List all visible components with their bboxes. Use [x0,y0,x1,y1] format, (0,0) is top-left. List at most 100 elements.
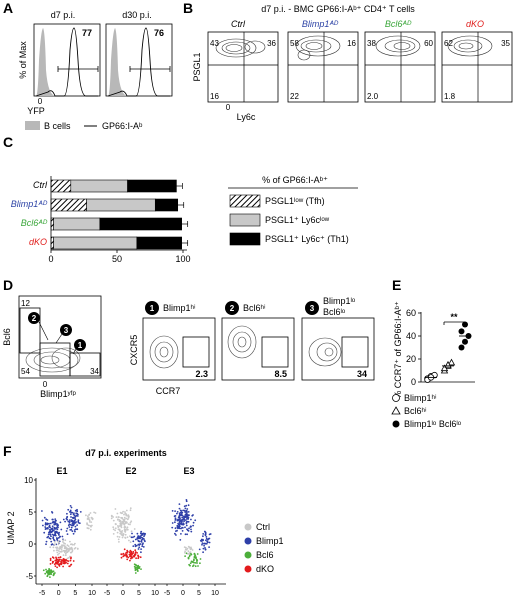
umap-point [49,546,52,549]
panel-b-blimp1-tr: 16 [347,39,356,48]
umap-point [131,552,134,555]
umap-point [183,509,186,512]
umap-point [110,517,113,520]
umap-e1-title: E1 [56,466,67,476]
umap-point [139,532,142,535]
bar-Bcl6AD-1 [53,217,101,231]
gate-marker-1: 1 [74,339,86,351]
umap-point [71,520,74,522]
umap-point [69,529,72,531]
umap-point [189,548,192,551]
panel-b-bcl6-tl: 38 [367,39,376,48]
umap-point [64,550,67,552]
panel-b-plot2-title: Blimp1ᴬᴰ [302,19,339,29]
umap-point [58,550,60,552]
umap-point [120,530,123,533]
bar-Blimp1AD-1 [86,198,156,212]
umap-ytick-0: 0 [29,540,34,549]
panel-e: % CCR7⁺ of GP66:I-Aᵇ⁺ 0 20 40 60 ** Blim… [391,301,475,429]
umap-point [72,532,75,535]
umap-point [187,504,190,507]
umap-point [140,530,143,533]
umap-point [134,552,137,554]
panel-d-ylabel: Bcl6 [2,328,12,346]
umap-point [69,559,72,562]
panel-b-label: B [183,0,193,16]
umap-point [185,521,188,523]
umap-point [41,519,44,522]
legend-bcells-swatch [25,121,40,130]
umap-point [187,517,190,520]
legend-blimp1-dot [244,537,252,545]
umap-point [51,518,54,521]
umap-point [178,515,181,518]
gate-marker-3: 3 [60,324,72,336]
umap-point [126,528,129,531]
umap-point [179,513,182,516]
umap-point [70,526,73,529]
umap-point [178,523,180,526]
umap-point [70,511,72,514]
legend-tfh-label: PSGL1ˡᵒʷ (Tfh) [265,196,325,206]
umap-point [78,522,81,525]
umap-point [67,547,69,550]
bar-Ctrl-0 [50,179,72,193]
umap-point [184,526,186,529]
umap-point [112,533,115,535]
umap-point [76,508,78,511]
panel-c: Ctrl Blimp1ᴬᴰ Bcl6ᴬᴰ dKO 0 50 100 % of G… [11,175,358,264]
umap-point [53,549,55,552]
umap-point [196,560,198,562]
umap-point [70,519,73,521]
umap-point [66,533,69,535]
umap-point [44,523,47,526]
umap-point [208,546,211,548]
umap-point [141,545,144,548]
umap-point [143,533,146,536]
umap-point [208,537,211,540]
umap-point [190,518,192,521]
umap-point [117,516,120,518]
umap-point [185,509,188,512]
umap-point [66,527,69,530]
umap-point [194,519,197,522]
umap-point [76,547,79,550]
gate-marker-2: 2 [28,312,40,324]
umap-point [45,543,47,546]
panel-c-label: C [3,134,13,150]
umap-point [87,515,89,518]
umap-point [140,534,143,537]
umap-xtick: 0 [181,590,185,597]
umap-point [184,550,187,553]
umap-point [179,522,181,525]
umap-point [180,533,182,535]
umap-point [64,539,67,542]
umap-point [68,523,71,526]
umap-point [52,536,55,538]
umap-point [176,526,179,529]
umap-point [70,563,73,566]
subplot-1-title: 1 Blimp1ʰⁱ [145,301,196,315]
umap-point [52,546,55,549]
umap-point [74,530,76,533]
umap-e2-title: E2 [125,466,136,476]
umap-point [69,513,72,516]
umap-point [122,532,124,535]
umap-point [49,529,51,531]
umap-point [121,536,124,539]
legend-bcl6-dot [244,551,252,559]
umap-point [56,561,59,564]
umap-point [181,514,184,517]
panel-a-xlabel: YFP [27,106,45,116]
umap-point [174,519,177,521]
umap-point [181,530,184,532]
umap-point [116,512,119,515]
umap-point [186,528,188,531]
umap-point [185,522,188,525]
umap-point [72,560,75,562]
umap-point [132,536,134,539]
umap-point [56,528,59,531]
umap-point [49,533,52,536]
svg-text:2: 2 [32,314,37,323]
umap-point [43,531,46,534]
